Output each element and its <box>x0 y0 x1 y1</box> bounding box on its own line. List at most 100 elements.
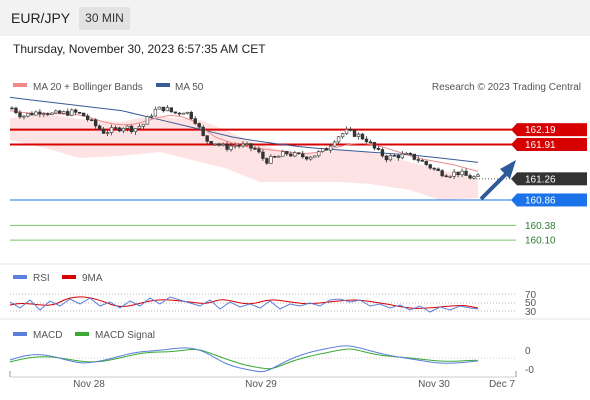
rsi-ma-legend-label: 9MA <box>82 273 103 284</box>
candle-body <box>161 106 166 112</box>
candle-body <box>233 144 237 147</box>
candle-body <box>452 171 456 177</box>
level-badge-pivot-3 <box>517 193 587 207</box>
candle-body <box>50 112 54 115</box>
candle-body <box>408 152 412 155</box>
candle-body <box>436 168 440 171</box>
candle-body <box>78 112 82 114</box>
candle-body <box>285 151 289 155</box>
candle-body <box>368 141 373 144</box>
candle-body <box>137 126 142 129</box>
credit-label: Research © 2023 Trading Central <box>432 82 581 93</box>
candle-body <box>241 143 245 147</box>
candle-body <box>400 153 405 159</box>
rsi-ma-legend-swatch <box>62 275 76 279</box>
level-badge-pointer-2 <box>511 172 517 186</box>
forecast-arrow-head <box>500 160 516 179</box>
candle-body <box>257 148 261 153</box>
level-lines <box>10 128 516 241</box>
candle-body <box>58 110 62 114</box>
candle-body <box>197 123 201 128</box>
macd-signal-legend-label: MACD Signal <box>95 330 155 341</box>
macd-signal-legend-swatch <box>75 332 89 336</box>
candle-body <box>133 128 138 133</box>
candle-body <box>456 171 460 176</box>
candle-body <box>432 167 436 170</box>
candle-body <box>34 111 38 116</box>
candle-body <box>14 107 18 114</box>
candle-body <box>173 111 177 114</box>
level-badge-resistance-0 <box>517 123 587 137</box>
macd-level-neg0: -0 <box>525 365 534 376</box>
candle-body <box>428 164 432 169</box>
symbol-title: EUR/JPY <box>11 10 71 26</box>
candle-body <box>289 153 293 157</box>
level-label-pivot-3: 160.86 <box>525 195 556 206</box>
candle-body <box>165 107 170 112</box>
candle-body <box>26 113 30 117</box>
timeframe-badge[interactable]: 30 MIN <box>79 7 130 30</box>
candle-body <box>360 133 365 140</box>
candle-body <box>18 112 22 118</box>
candle-body <box>340 133 345 138</box>
candle-body <box>301 153 305 158</box>
candle-body <box>273 155 277 158</box>
rsi-level-70: 70 <box>525 290 537 301</box>
candle-body <box>388 155 393 161</box>
candle-body <box>448 175 452 178</box>
candle-body <box>129 125 134 133</box>
candle-body <box>277 155 281 158</box>
candle-body <box>42 113 46 115</box>
candle-body <box>404 152 409 155</box>
candle-body <box>261 151 265 159</box>
rsi-legend-label: RSI <box>33 273 50 284</box>
level-label-resistance-0: 162.19 <box>525 125 556 136</box>
x-tick-nov29: Nov 29 <box>245 379 277 390</box>
candle-body <box>181 112 185 115</box>
rsi-level-30: 30 <box>525 307 537 318</box>
candle-body <box>201 126 205 136</box>
x-tick-nov28: Nov 28 <box>73 379 105 390</box>
candle-body <box>476 174 480 177</box>
candle-body <box>101 129 106 134</box>
ma20-legend-swatch <box>13 83 27 87</box>
candle-body <box>54 110 58 114</box>
candle-body <box>229 145 233 150</box>
candle-body <box>81 112 86 117</box>
candle-body <box>213 143 217 146</box>
macd-level-0: 0 <box>525 346 531 357</box>
candle-body <box>193 118 197 124</box>
candle-body <box>297 152 301 155</box>
candle-body <box>384 155 389 161</box>
candle-body <box>313 155 317 158</box>
x-tick-nov30: Nov 30 <box>418 379 450 390</box>
candle-body <box>10 107 14 110</box>
candle-body <box>245 143 249 145</box>
candle-body <box>97 125 102 130</box>
candle-body <box>93 119 98 127</box>
candle-body <box>336 136 341 143</box>
ma50-legend-swatch <box>156 83 170 87</box>
candle-body <box>89 119 94 121</box>
candle-body <box>225 143 229 150</box>
candle-body <box>352 129 357 137</box>
candle-body <box>185 111 189 114</box>
x-tick-dec7: Dec 7 <box>489 379 516 390</box>
candle-body <box>372 142 377 149</box>
candle-body <box>109 127 114 133</box>
candle-body <box>157 106 162 110</box>
level-badge-current-2 <box>517 172 587 186</box>
candle-body <box>460 170 464 176</box>
datetime-label: Thursday, November 30, 2023 6:57:35 AM C… <box>13 42 266 56</box>
bollinger-band <box>10 114 478 200</box>
candle-body <box>316 151 321 157</box>
candle-body <box>356 133 361 137</box>
ma50-legend-label: MA 50 <box>175 82 204 93</box>
level-label-current-2: 161.26 <box>525 174 556 185</box>
candle-body <box>344 129 349 135</box>
candle-body <box>66 111 70 116</box>
candle-body <box>348 129 353 131</box>
level-badge-pointer-3 <box>511 193 517 207</box>
level-label-resistance-1: 161.91 <box>525 140 556 151</box>
